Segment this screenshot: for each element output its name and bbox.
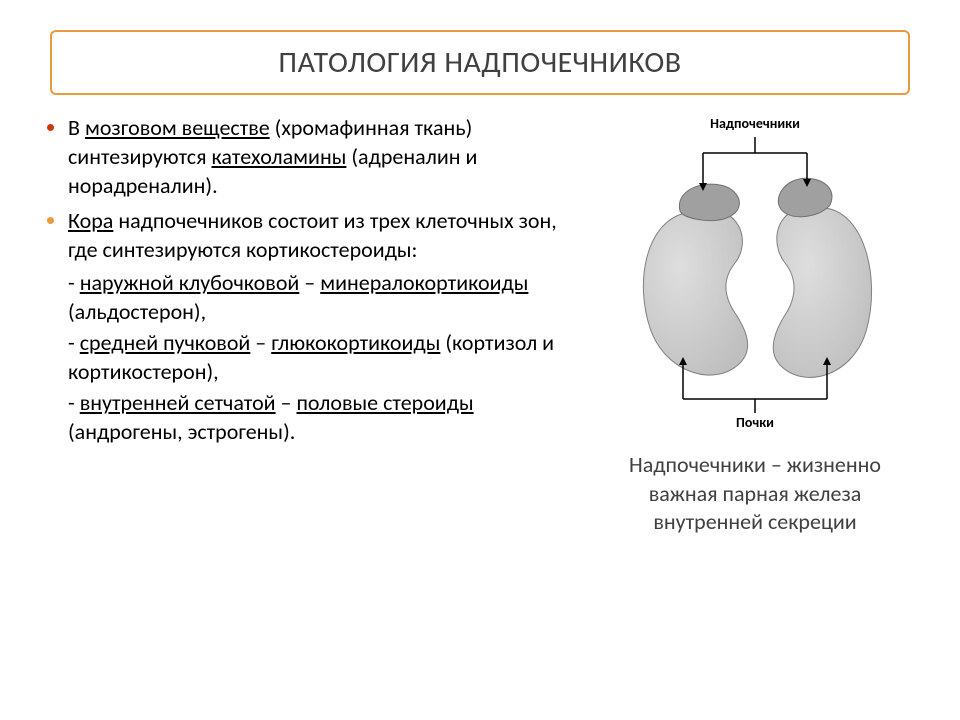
figure-label-adrenal: Надпочечники bbox=[595, 115, 915, 132]
underline-text: катехоламины bbox=[212, 143, 347, 170]
body-row: В мозговом веществе (хромафинная ткань) … bbox=[40, 113, 920, 700]
underline-text: мозговом веществе bbox=[85, 114, 270, 141]
text: (альдостерон), bbox=[68, 298, 206, 325]
text: - bbox=[68, 389, 80, 416]
left-column: В мозговом веществе (хромафинная ткань) … bbox=[40, 113, 590, 700]
underline-text: средней пучковой bbox=[80, 329, 251, 356]
right-column: Надпочечники Почки Надпочечники – жизнен… bbox=[590, 113, 920, 700]
text: В bbox=[68, 114, 85, 141]
sublist: - наружной клубочковой – минералокортико… bbox=[68, 268, 580, 446]
sub-item-2: - средней пучковой – глюкокортикоиды (ко… bbox=[68, 328, 580, 386]
underline-text: минералокортикоиды bbox=[320, 269, 528, 296]
text: (андрогены, эстрогены). bbox=[68, 418, 295, 445]
sub-item-3: - внутренней сетчатой – половые стероиды… bbox=[68, 388, 580, 446]
underline-text: внутренней сетчатой bbox=[80, 389, 276, 416]
slide-title: ПАТОЛОГИЯ НАДПОЧЕЧНИКОВ bbox=[278, 44, 681, 81]
underline-text: глюкокортикоиды bbox=[271, 329, 440, 356]
figure-caption: Надпочечники – жизненно важная парная же… bbox=[590, 451, 920, 537]
slide: ПАТОЛОГИЯ НАДПОЧЕЧНИКОВ В мозговом вещес… bbox=[0, 0, 960, 720]
underline-text: наружной клубочковой bbox=[80, 269, 300, 296]
kidney-figure: Надпочечники Почки bbox=[595, 113, 915, 433]
text: – bbox=[250, 329, 271, 356]
bullet-1: В мозговом веществе (хромафинная ткань) … bbox=[68, 113, 580, 200]
figure-label-kidney: Почки bbox=[595, 414, 915, 431]
bullet-2: Кора надпочечников состоит из трех клето… bbox=[68, 206, 580, 446]
sub-item-1: - наружной клубочковой – минералокортико… bbox=[68, 268, 580, 326]
text: – bbox=[299, 269, 320, 296]
underline-text: Кора bbox=[68, 207, 113, 234]
underline-text: половые стероиды bbox=[296, 389, 473, 416]
text: – bbox=[276, 389, 297, 416]
text: - bbox=[68, 329, 80, 356]
text: надпочечников состоит из трех клеточных … bbox=[68, 207, 557, 263]
kidney-diagram-icon bbox=[595, 113, 915, 433]
title-box: ПАТОЛОГИЯ НАДПОЧЕЧНИКОВ bbox=[50, 30, 910, 95]
bullet-list: В мозговом веществе (хромафинная ткань) … bbox=[40, 113, 580, 446]
text: - bbox=[68, 269, 80, 296]
